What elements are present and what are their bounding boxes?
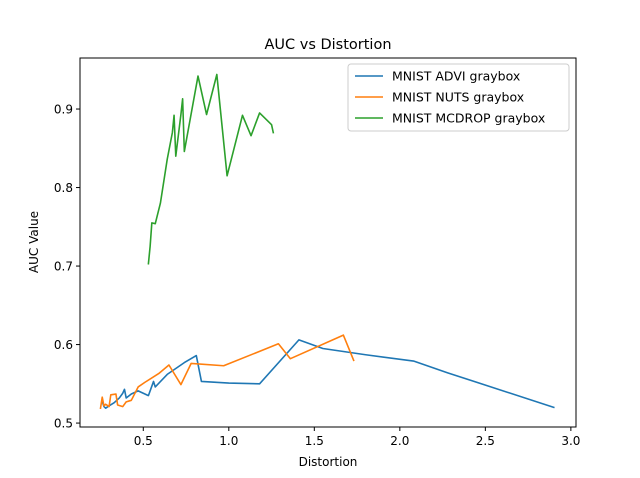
x-tick-label: 1.5 [305, 434, 324, 448]
x-tick-label: 2.0 [390, 434, 409, 448]
series-line-2 [147, 73, 275, 265]
series-line-1 [99, 334, 355, 410]
legend-box [347, 63, 570, 132]
legend-label-1: MNIST NUTS graybox [392, 90, 524, 105]
y-tick-label: 0.9 [54, 103, 73, 117]
y-axis-label: AUC Value [27, 211, 41, 273]
y-tick-label: 0.7 [54, 260, 73, 274]
y-tick-label: 0.6 [54, 338, 73, 352]
legend: MNIST ADVI graybox MNIST NUTS graybox MNIS… [347, 63, 570, 132]
legend-label-0: MNIST ADVI graybox [392, 69, 520, 84]
x-tick-label: 3.0 [561, 434, 580, 448]
y-tick-label: 0.8 [54, 181, 73, 195]
chart-title: AUC vs Distortion [264, 37, 391, 53]
x-tick-label: 1.0 [219, 434, 238, 448]
legend-label-2: MNIST MCDROP graybox [392, 111, 545, 126]
plot-frame [79, 57, 577, 428]
series-line-0 [101, 339, 555, 409]
x-tick-label: 0.5 [134, 434, 153, 448]
x-axis-label: Distortion [299, 455, 358, 469]
x-axis-ticks: 0.5 1.0 1.5 2.0 2.5 3.0 [134, 427, 580, 448]
x-tick-label: 2.5 [476, 434, 495, 448]
y-axis-ticks: 0.5 0.6 0.7 0.8 0.9 [54, 103, 80, 431]
y-tick-label: 0.5 [54, 417, 73, 431]
plot-lines [99, 73, 555, 410]
